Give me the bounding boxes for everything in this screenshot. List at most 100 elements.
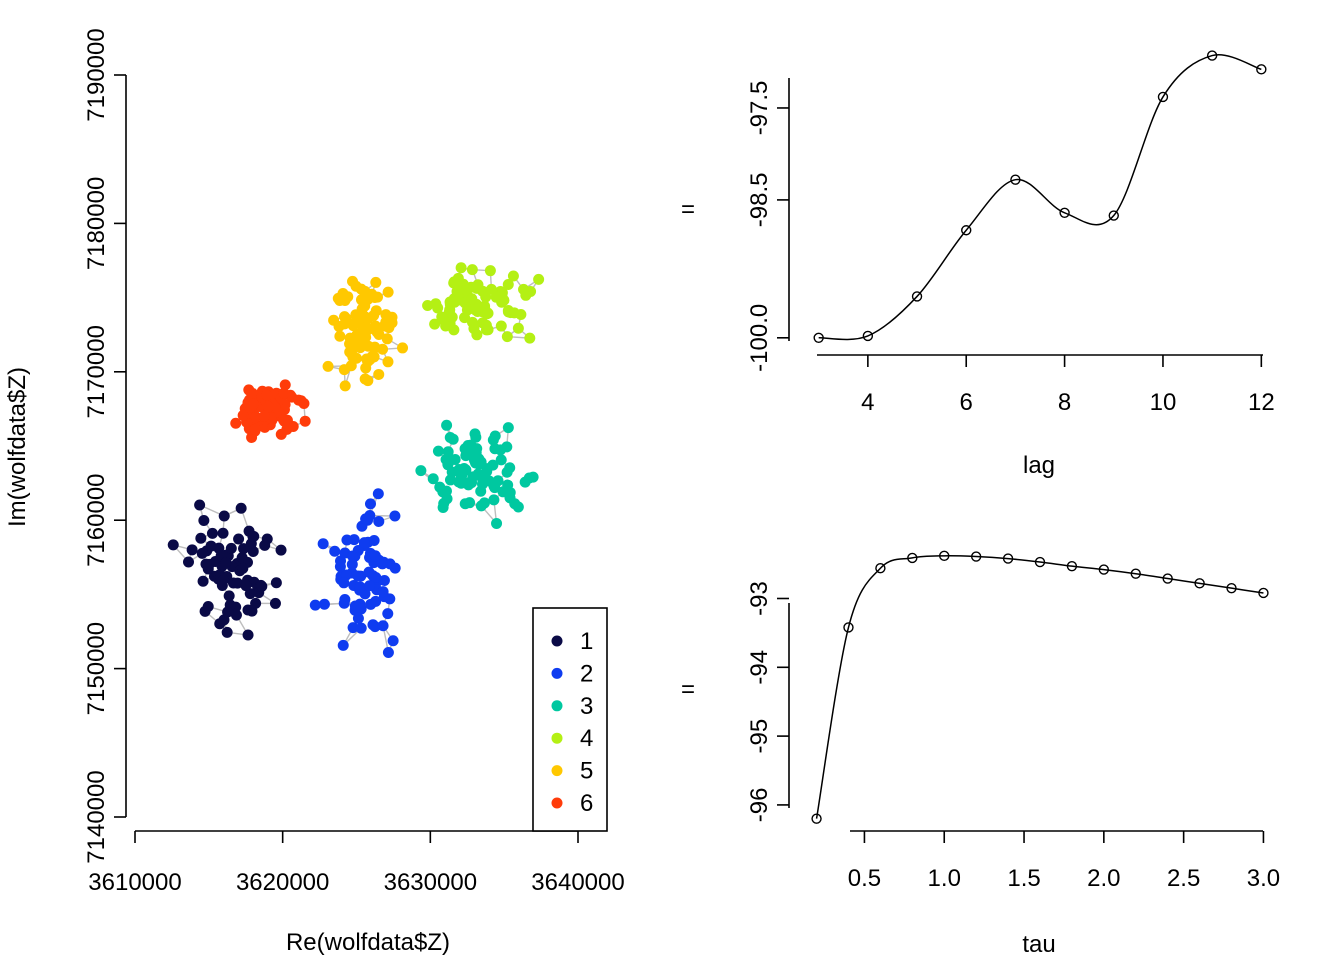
x-tick-label: 3620000 — [236, 869, 329, 896]
legend-label: 4 — [580, 725, 593, 752]
cluster-4-point — [502, 278, 514, 290]
scatter-panel: 3610000 3620000 3630000 3640000 7140000 7150… — [4, 28, 625, 956]
cluster-4-point — [429, 318, 441, 330]
cluster-5-point — [370, 305, 382, 317]
cluster-6-point — [261, 389, 273, 401]
legend-label: 5 — [580, 758, 593, 785]
cluster-4-point — [515, 309, 527, 321]
cluster-1-point — [218, 510, 230, 522]
cluster-4-point — [440, 320, 452, 332]
cluster-1-point — [269, 597, 281, 609]
cluster-6-point — [278, 387, 290, 399]
tau-x-tick-label: 1.5 — [1007, 865, 1040, 892]
y-tick-label: 7190000 — [83, 28, 110, 121]
cluster-4-point — [466, 264, 478, 276]
cluster-1-point — [198, 515, 210, 527]
lag-data-point — [862, 330, 874, 342]
cluster-1-point — [195, 532, 207, 544]
cluster-5-point — [350, 352, 362, 364]
cluster-1-point — [231, 577, 243, 589]
cluster-2-point — [346, 550, 358, 562]
cluster-2-point — [363, 566, 375, 578]
cluster-4-point — [533, 273, 545, 285]
cluster-3-point — [459, 443, 471, 455]
cluster-4-point — [484, 265, 496, 277]
lag-x-axis-ticks: 4 6 8 10 12 — [861, 355, 1275, 416]
cluster-3-point — [459, 498, 471, 510]
cluster-2-point — [364, 498, 376, 510]
cluster-4-point — [485, 283, 497, 295]
cluster-1-point — [194, 499, 206, 511]
cluster-3-point — [501, 466, 513, 478]
lag-y-tick-label: -98.5 — [746, 173, 773, 228]
lag-x-tick-label: 4 — [861, 389, 874, 416]
cluster-5-point — [370, 276, 382, 288]
cluster-1-point — [230, 609, 242, 621]
cluster-1-point — [167, 539, 179, 551]
cluster-4-point — [432, 302, 444, 314]
legend-marker — [551, 765, 563, 777]
cluster-6-point — [279, 379, 291, 391]
y-tick-label: 7140000 — [83, 770, 110, 863]
cluster-1-point — [242, 629, 254, 641]
cluster-4-point — [466, 293, 478, 305]
cluster-2-point — [317, 538, 329, 550]
tau-y-tick-label: -96 — [746, 788, 773, 823]
lag-data-point — [1256, 64, 1267, 75]
cluster-1-point — [221, 626, 233, 638]
cluster-3-point — [447, 433, 459, 445]
cluster-6-point — [298, 398, 310, 410]
cluster-5-point — [334, 330, 346, 342]
cluster-3-point — [491, 517, 503, 529]
legend-label: 3 — [580, 693, 593, 720]
lag-y-axis-title: = — [681, 196, 695, 223]
legend-marker — [551, 732, 563, 744]
lag-x-axis-title: lag — [1023, 452, 1055, 479]
tau-data-point — [1258, 587, 1269, 599]
cluster-1-point — [259, 539, 271, 551]
cluster-3-point — [502, 422, 514, 434]
cluster-2-point — [348, 534, 360, 546]
cluster-2-point — [355, 622, 367, 634]
cluster-2-point — [373, 515, 385, 527]
cluster-1-point — [220, 557, 232, 569]
cluster-6-point — [258, 410, 270, 422]
tau-x-tick-label: 1.0 — [928, 865, 961, 892]
cluster-2-point — [355, 603, 367, 615]
cluster-1-point — [247, 530, 259, 542]
legend-label: 1 — [580, 628, 593, 655]
cluster-5-point — [362, 375, 374, 387]
cluster-5-point — [373, 368, 385, 380]
tau-data-point — [1002, 553, 1014, 564]
cluster-4-point — [504, 307, 516, 319]
cluster-2-point — [318, 598, 330, 610]
tau-data-point — [1098, 564, 1110, 575]
cluster-2-point — [364, 580, 376, 592]
cluster-1-point — [242, 604, 254, 616]
cluster-3-point — [415, 465, 427, 477]
cluster-2-point — [354, 581, 366, 593]
x-axis-ticks: 3610000 3620000 3630000 3640000 — [88, 831, 625, 896]
cluster-1-point — [205, 540, 217, 552]
tau-curve — [815, 555, 1264, 819]
cluster-5-point — [360, 362, 372, 374]
cluster-2-point — [352, 612, 364, 624]
cluster-2-point — [346, 558, 358, 570]
y-axis-ticks: 7140000 7150000 7160000 7170000 7180000 71900… — [83, 28, 126, 864]
tau-data-point — [875, 563, 886, 574]
cluster-1-point — [235, 502, 247, 514]
cluster-2-point — [358, 537, 370, 549]
cluster-2-point — [376, 558, 388, 570]
cluster-2-point — [377, 620, 389, 632]
cluster-1-point — [223, 590, 235, 602]
cluster-3-point — [475, 500, 487, 512]
cluster-5-point — [350, 309, 362, 321]
cluster-1-point — [237, 562, 249, 574]
cluster-5-point — [344, 338, 356, 350]
cluster-4-point — [501, 331, 513, 343]
cluster-1-point — [238, 543, 250, 555]
cluster-1-point — [206, 527, 218, 539]
tau-y-axis-ticks: -96 -95 -94 -93 — [746, 581, 789, 822]
lag-data-point — [911, 291, 923, 302]
y-axis-title: Im(wolfdata$Z) — [4, 367, 31, 527]
